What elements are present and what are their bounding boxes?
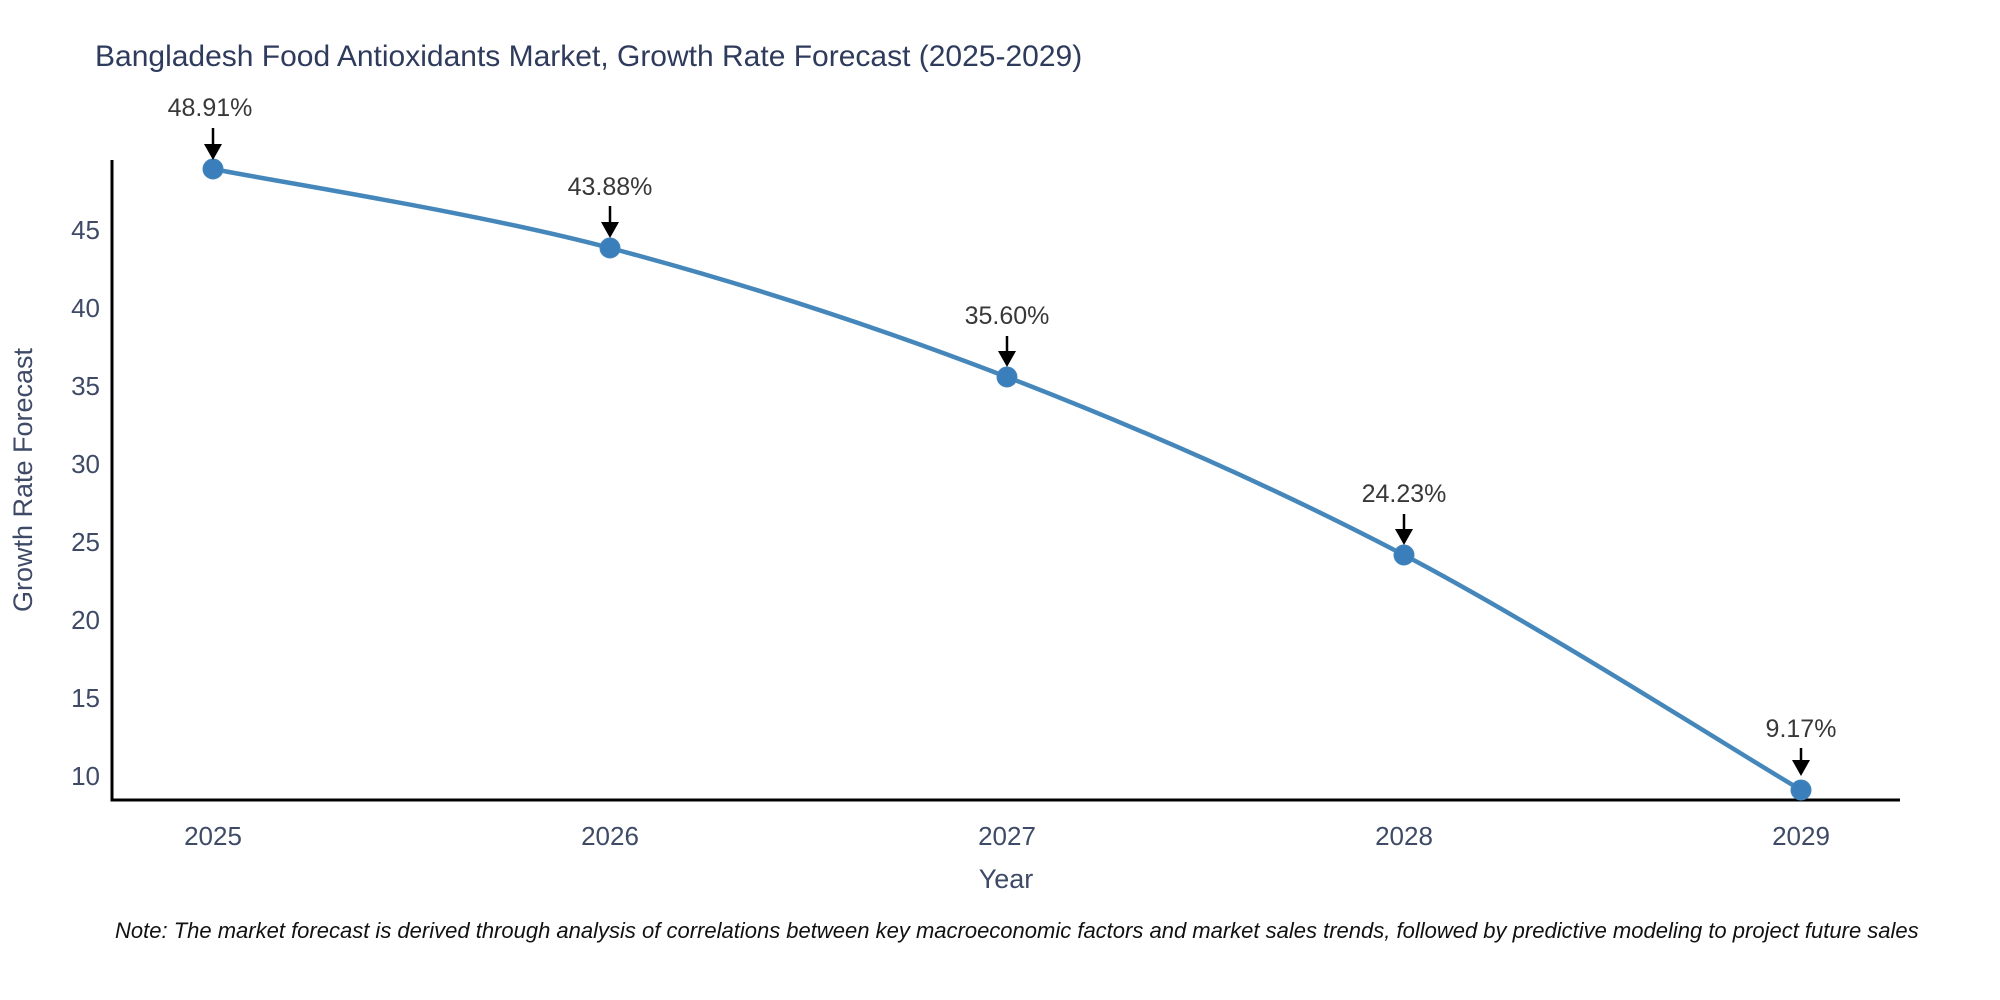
y-axis-title: Growth Rate Forecast [8,347,38,612]
data-point-2028 [1393,544,1415,566]
x-tick-2025: 2025 [184,821,242,851]
annotation-arrow-2026 [601,206,619,238]
chart-title: Bangladesh Food Antioxidants Market, Gro… [95,40,1082,73]
x-axis-title: Year [979,864,1034,894]
data-point-2027 [996,366,1018,388]
y-tick-45: 45 [71,215,100,245]
data-point-2029 [1790,779,1812,801]
x-tick-2028: 2028 [1375,821,1433,851]
annotation-arrow-2027 [998,336,1016,367]
annotation-label-2026: 43.88% [568,173,653,201]
y-tick-10: 10 [71,761,100,791]
annotation-label-2027: 35.60% [965,302,1050,330]
x-tick-2029: 2029 [1772,821,1830,851]
y-tick-20: 20 [71,605,100,635]
x-tick-2027: 2027 [978,821,1036,851]
series-line [210,166,1804,793]
data-point-2026 [599,237,621,259]
annotation-label-2028: 24.23% [1362,480,1447,508]
annotation-label-2025: 48.91% [168,94,253,122]
y-tick-40: 40 [71,293,100,323]
y-tick-15: 15 [71,683,100,713]
footnote: Note: The market forecast is derived thr… [115,918,1919,943]
annotation-label-2029: 9.17% [1766,715,1837,743]
annotation-arrow-2025 [204,128,222,160]
y-tick-25: 25 [71,527,100,557]
annotation-arrow-2028 [1395,514,1413,545]
data-point-2025 [202,158,224,180]
y-tick-30: 30 [71,449,100,479]
x-tick-2026: 2026 [581,821,639,851]
annotation-arrow-2029 [1792,748,1810,776]
y-tick-35: 35 [71,371,100,401]
